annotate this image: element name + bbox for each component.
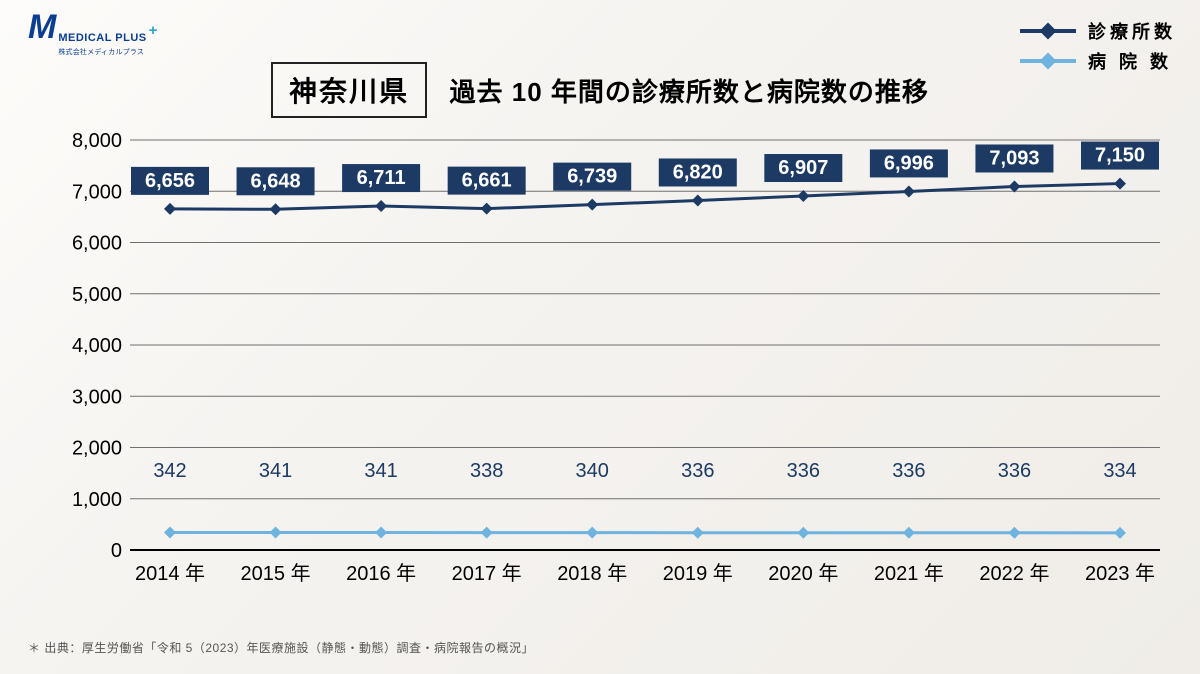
- data-label-hospitals: 338: [470, 460, 503, 482]
- subtitle: 過去 10 年間の診療所数と病院数の推移: [450, 72, 929, 109]
- chart-svg: 0 1,000 2,000 3,000 4,000 5,000 6,000 7,000 8,00…: [60, 130, 1170, 600]
- marker-clinics: [1114, 178, 1126, 190]
- y-tick-label: 5,000: [72, 284, 122, 306]
- data-label-hospitals: 341: [259, 460, 292, 482]
- marker-hospitals: [270, 527, 282, 539]
- legend-label-clinics: 診療所数: [1088, 18, 1176, 44]
- marker-hospitals: [164, 526, 176, 538]
- data-label-hospitals: 342: [153, 460, 186, 482]
- logo-text-wrap: MEDICAL PLUS+ 株式会社メディカルプラス: [58, 28, 157, 57]
- x-tick-label: 2017 年: [452, 562, 522, 585]
- marker-hospitals: [375, 527, 387, 539]
- footnote: ＊ 出典：厚生労働省「令和 5（2023）年医療施設（静態・動態）調査・病院報告…: [28, 639, 534, 656]
- y-tick-label: 6,000: [72, 233, 122, 255]
- title-row: 神奈川県 過去 10 年間の診療所数と病院数の推移: [0, 62, 1200, 118]
- marker-clinics: [1008, 180, 1020, 192]
- marker-clinics: [481, 203, 493, 215]
- data-label-hospitals: 341: [364, 460, 397, 482]
- data-label-hospitals: 336: [998, 460, 1031, 482]
- y-tick-label: 1,000: [72, 489, 122, 511]
- x-tick-label: 2019 年: [663, 562, 733, 585]
- marker-clinics: [903, 185, 915, 197]
- legend-line-clinics-icon: [1020, 29, 1076, 33]
- data-label-clinics: 6,820: [673, 161, 723, 183]
- marker-hospitals: [1114, 527, 1126, 539]
- x-tick-label: 2014 年: [135, 562, 205, 585]
- marker-hospitals: [1008, 527, 1020, 539]
- data-label-clinics: 6,648: [251, 170, 301, 192]
- x-tick-label: 2016 年: [346, 562, 416, 585]
- data-label-hospitals: 334: [1103, 460, 1136, 482]
- data-label-clinics: 6,661: [462, 170, 512, 192]
- marker-hospitals: [481, 527, 493, 539]
- data-label-hospitals: 336: [787, 460, 820, 482]
- logo-plus-icon: +: [149, 22, 158, 39]
- x-tick-label: 2022 年: [979, 562, 1049, 585]
- marker-clinics: [797, 190, 809, 202]
- logo-subtext: 株式会社メディカルプラス: [58, 47, 157, 57]
- data-label-clinics: 7,150: [1095, 145, 1145, 167]
- marker-clinics: [586, 199, 598, 211]
- prefecture-box: 神奈川県: [271, 62, 427, 118]
- marker-clinics: [375, 200, 387, 212]
- x-tick-label: 2015 年: [241, 562, 311, 585]
- marker-clinics: [164, 203, 176, 215]
- data-label-hospitals: 336: [681, 460, 714, 482]
- x-tick-label: 2023 年: [1085, 562, 1155, 585]
- y-tick-label: 8,000: [72, 130, 122, 152]
- y-tick-label: 3,000: [72, 386, 122, 408]
- y-tick-label: 7,000: [72, 181, 122, 203]
- logo-text: MEDICAL PLUS: [58, 32, 146, 44]
- page: M MEDICAL PLUS+ 株式会社メディカルプラス 診療所数 病 院 数 …: [0, 0, 1200, 674]
- x-tick-label: 2020 年: [768, 562, 838, 585]
- legend-row-clinics: 診療所数: [1020, 18, 1176, 44]
- y-tick-label: 4,000: [72, 335, 122, 357]
- y-tick-label: 0: [111, 540, 122, 562]
- marker-hospitals: [692, 527, 704, 539]
- x-tick-label: 2021 年: [874, 562, 944, 585]
- chart: 0 1,000 2,000 3,000 4,000 5,000 6,000 7,000 8,00…: [60, 130, 1170, 600]
- marker-hospitals: [586, 527, 598, 539]
- data-label-clinics: 6,907: [778, 157, 828, 179]
- marker-hospitals: [797, 527, 809, 539]
- x-tick-label: 2018 年: [557, 562, 627, 585]
- data-label-clinics: 6,739: [567, 166, 617, 188]
- logo-mark-icon: M: [28, 14, 54, 41]
- logo: M MEDICAL PLUS+ 株式会社メディカルプラス: [28, 14, 157, 57]
- marker-clinics: [692, 194, 704, 206]
- data-label-hospitals: 336: [892, 460, 925, 482]
- y-tick-label: 2,000: [72, 438, 122, 460]
- data-label-hospitals: 340: [576, 460, 609, 482]
- data-label-clinics: 6,996: [884, 152, 934, 174]
- marker-hospitals: [903, 527, 915, 539]
- data-label-clinics: 6,656: [145, 170, 195, 192]
- data-label-clinics: 7,093: [989, 147, 1039, 169]
- data-label-clinics: 6,711: [357, 167, 406, 189]
- marker-clinics: [270, 203, 282, 215]
